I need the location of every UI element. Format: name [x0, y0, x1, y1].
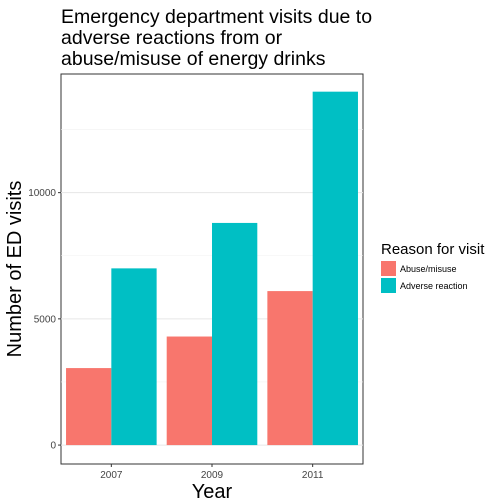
y-axis-ticks: 0 5000 10000: [28, 188, 61, 452]
bar-abuse-misuse-2009: [166, 336, 212, 446]
legend-title: Reason for visit: [381, 241, 485, 258]
legend-label: Abuse/misuse: [400, 264, 457, 274]
legend: Reason for visit Abuse/misuse Adverse rea…: [381, 241, 485, 293]
legend-items: Abuse/misuse Adverse reaction: [381, 261, 468, 293]
x-tick-label: 2011: [302, 470, 324, 481]
legend-swatch: [381, 278, 396, 293]
bar-adverse-reaction-2011: [312, 91, 358, 446]
legend-swatch: [381, 261, 396, 276]
bar-abuse-misuse-2007: [66, 368, 112, 446]
legend-label: Adverse reaction: [400, 281, 468, 291]
bar-adverse-reaction-2009: [212, 222, 258, 446]
bar-adverse-reaction-2007: [111, 268, 157, 446]
x-axis-title: Year: [192, 481, 233, 503]
x-tick-label: 2007: [100, 470, 123, 481]
bars: [66, 91, 358, 446]
chart-title: Emergency department visits due to adver…: [61, 6, 372, 70]
bar-abuse-misuse-2011: [267, 291, 313, 446]
y-tick-label: 10000: [28, 188, 56, 199]
chart-title-line-1: Emergency department visits due to: [61, 6, 372, 28]
x-axis-ticks: 2007 2009 2011: [100, 464, 324, 481]
y-axis-title: Number of ED visits: [4, 181, 26, 358]
y-tick-label: 0: [50, 441, 56, 452]
chart-title-line-3: abuse/misuse of energy drinks: [61, 48, 326, 70]
chart-title-line-2: adverse reactions from or: [61, 27, 283, 49]
x-tick-label: 2009: [201, 470, 224, 481]
y-tick-label: 5000: [34, 314, 57, 325]
